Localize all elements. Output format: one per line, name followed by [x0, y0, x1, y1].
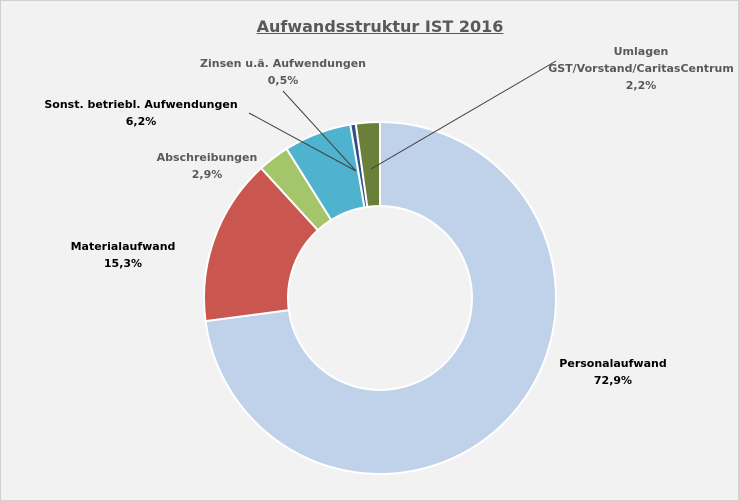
data-label: Personalaufwand 72,9%	[559, 355, 666, 389]
donut-slice	[204, 120, 557, 475]
donut-slice	[354, 120, 381, 209]
leader-line	[370, 60, 557, 170]
category-label: Personalaufwand	[559, 357, 667, 370]
leader-line	[248, 112, 357, 172]
value-label: 72,9%	[593, 374, 633, 387]
category-label: Umlagen GST/Vorstand/CaritasCentrum	[548, 45, 734, 75]
leader-line	[282, 90, 357, 172]
data-label: Abschreibungen 2,9%	[157, 149, 258, 183]
data-label: Materialaufwand 15,3%	[71, 238, 176, 272]
category-label: Materialaufwand	[70, 240, 176, 253]
chart-title: Aufwandsstruktur IST 2016	[256, 17, 504, 36]
category-label: Sonst. betriebl. Aufwendungen	[44, 98, 238, 111]
value-label: 0,5%	[267, 74, 299, 87]
value-label: 2,2%	[625, 79, 657, 92]
value-label: 15,3%	[103, 257, 143, 270]
data-label: Sonst. betriebl. Aufwendungen 6,2%	[44, 96, 237, 130]
value-label: 2,9%	[191, 168, 223, 181]
data-label: Zinsen u.ä. Aufwendungen 0,5%	[200, 55, 366, 89]
category-label: Zinsen u.ä. Aufwendungen	[200, 57, 366, 70]
value-label: 6,2%	[125, 115, 157, 128]
category-label: Abschreibungen	[156, 151, 258, 164]
data-label: Umlagen GST/Vorstand/CaritasCentrum 2,2%	[548, 43, 734, 94]
